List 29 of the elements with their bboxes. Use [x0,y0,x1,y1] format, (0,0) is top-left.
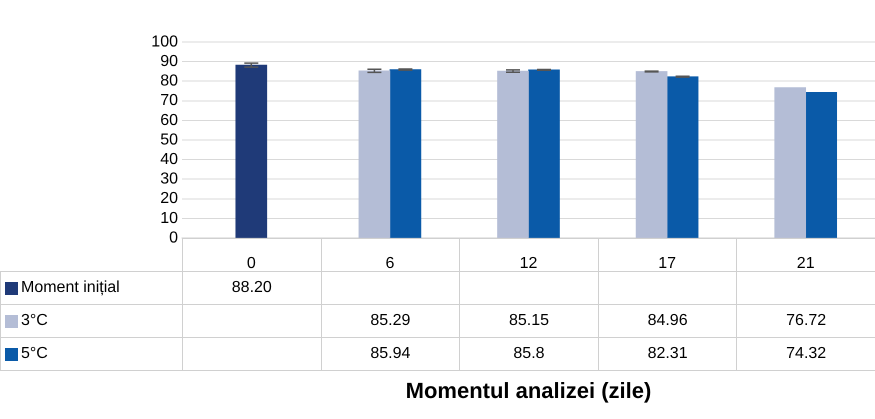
x-tick-label: 17 [658,255,676,272]
legend-label: Moment inițial [0,271,183,305]
x-tick-label: 0 [246,255,256,272]
y-tick-label: 40 [160,151,178,168]
y-tick-label: 90 [160,53,178,70]
data-label: 85.29 [320,304,460,338]
data-label: 85.15 [459,304,599,338]
data-label: 84.96 [598,304,738,338]
x-tick-label: 12 [520,255,538,272]
y-tick-label: 30 [160,170,178,188]
data-label: 76.72 [736,304,875,338]
y-tick-label: 70 [160,92,178,110]
y-tick-label: 50 [160,131,178,148]
y-tick-label: 100 [151,33,178,50]
x-tick-label: 21 [796,255,815,272]
y-tick-label: 60 [160,112,178,129]
y-tick-label: 10 [160,210,178,227]
data-label: 85.94 [320,337,460,371]
data-label: 85.8 [459,337,599,371]
legend-label: 3°C [0,304,183,338]
data-label: 82.31 [598,337,738,371]
data-label: 88.20 [182,271,322,305]
y-tick-label: 20 [160,190,178,208]
x-tick-label: 6 [385,255,394,272]
data-label: 74.32 [736,337,875,371]
legend-label: 5°C [0,337,183,371]
y-tick-label: 0 [169,229,178,246]
y-tick-label: 80 [160,72,178,90]
x-axis-title: Momentul analizei (zile) [404,378,652,404]
